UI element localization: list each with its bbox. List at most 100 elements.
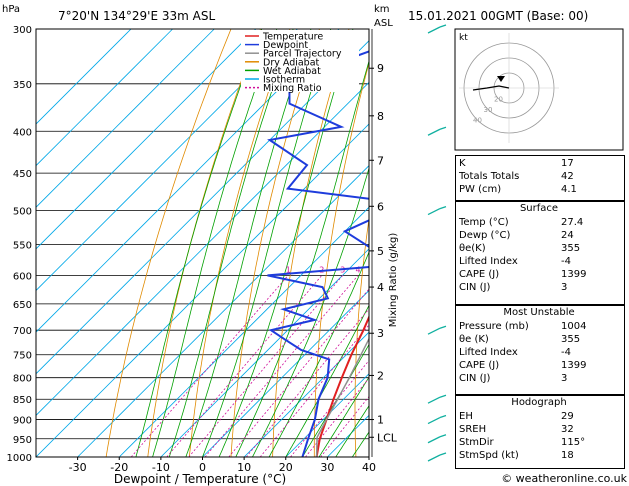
mu-row: Pressure (mb) 1004 (459, 321, 587, 332)
hodograph-table: Hodograph EH 29 SREH 32 StmDir 115° StmSpd … (455, 396, 623, 462)
wet-adiabat-line (185, 29, 312, 457)
km-tick-label: LCL (377, 431, 398, 444)
indices-box (455, 155, 625, 201)
isotherm-line (36, 29, 132, 125)
mixing-ratio-label: 10 (405, 265, 415, 274)
x-tick-label: 10 (237, 461, 251, 474)
wet-adiabat-line (202, 29, 332, 457)
x-tick-label: -30 (69, 461, 87, 474)
wind-barb-flag (439, 325, 447, 329)
x-tick-label: 40 (362, 461, 376, 474)
dry-adiabat-line (230, 29, 320, 457)
pressure-tick-label: 850 (13, 395, 32, 406)
wind-barb-flag (439, 24, 447, 28)
hodograph-ring-label: 30 (484, 106, 493, 114)
hodograph-trace (472, 85, 510, 91)
isotherm-line (36, 29, 298, 292)
wet-adiabat-line (235, 59, 369, 457)
isotherm-line (77, 165, 369, 457)
mu-row: CAPE (J) 1399 (459, 360, 587, 371)
pressure-tick-label: 900 (13, 416, 32, 427)
km-tick-label: 9 (377, 62, 384, 75)
hodograph-ring-label: 40 (473, 117, 482, 125)
legend-background (241, 30, 359, 92)
mixing-ratio-line (305, 377, 369, 457)
pressure-tick-label: 450 (13, 169, 32, 180)
x-axis-label: Dewpoint / Temperature (°C) (114, 472, 286, 486)
pressure-tick-label: 800 (13, 374, 32, 385)
wind-barb (427, 208, 441, 216)
km-tick-label: 7 (377, 154, 384, 167)
parcel-line (315, 337, 369, 457)
pressure-tick-label: 400 (13, 127, 32, 138)
legend-label: Parcel Trajectory (263, 49, 342, 60)
surface-row: CIN (J) 3 (459, 282, 568, 293)
wind-barb (427, 128, 441, 136)
isotherm-line (36, 123, 369, 457)
wind-barb-flag (439, 414, 447, 419)
hodograph-ring-label: 20 (494, 96, 503, 104)
dewpoint-line (267, 50, 369, 457)
wind-barb (427, 436, 441, 444)
legend-label: Dewpoint (263, 40, 308, 51)
dry-adiabat-line (354, 216, 369, 457)
mixing-ratio-label: 4 (355, 265, 360, 274)
legend-label: Dry Adiabat (263, 57, 320, 68)
surface-box (455, 201, 625, 305)
pressure-tick-label: 700 (13, 326, 32, 337)
pressure-tick-label: 550 (13, 240, 32, 251)
wind-barb-flag (439, 434, 447, 438)
pressure-tick-label: 500 (13, 207, 32, 218)
isotherm-line (243, 331, 369, 457)
pressure-tick-label: 350 (13, 80, 32, 91)
hodograph-box (455, 395, 625, 469)
wet-adiabat-line (218, 29, 354, 457)
dry-adiabat-line (147, 29, 261, 457)
mixing-ratio-line (130, 275, 289, 457)
x-tick-label: -10 (152, 461, 170, 474)
mixing-ratio-line (188, 275, 344, 457)
hodograph-unit-label: kt (459, 33, 468, 43)
wet-adiabat-line (285, 304, 369, 457)
legend-label: Mixing Ratio (263, 83, 322, 94)
hodo-row: StmSpd (kt) 18 (459, 450, 574, 461)
dry-adiabat-line (189, 29, 291, 457)
surface-row: Temp (°C) 27.4 (459, 217, 584, 228)
wind-barb-flag (439, 394, 447, 398)
wet-adiabat-line (318, 376, 369, 457)
index-row-pw: PW (cm) 4.1 (459, 184, 577, 195)
hpa-label: hPa (2, 4, 20, 15)
isotherm-line (36, 29, 340, 333)
wind-barb-flag (439, 126, 447, 130)
isotherm-line (160, 248, 369, 457)
mixing-ratio-label: 6 (378, 265, 383, 274)
dry-adiabat-line (395, 29, 438, 457)
isotherm-line (36, 40, 369, 375)
km-tick-label: 1 (377, 414, 384, 427)
index-row-k: K 17 (459, 158, 574, 169)
legend-label: Isotherm (263, 75, 305, 86)
isotherm-line (36, 29, 215, 208)
surface-row: Dewp (°C) 24 (459, 230, 574, 241)
km-tick-label: 4 (377, 281, 384, 294)
isotherm-line (36, 29, 173, 167)
wet-adiabat-line (135, 29, 263, 457)
wet-adiabat-line (335, 404, 369, 457)
surface-row: θe(K) 355 (459, 243, 581, 254)
x-tick-label: 0 (199, 461, 206, 474)
pressure-tick-label: 750 (13, 351, 32, 362)
surface-row: CAPE (J) 1399 (459, 269, 587, 280)
hodograph-title: Hodograph (511, 397, 567, 408)
footer-credit: © weatheronline.co.uk (501, 472, 627, 485)
storm-motion-marker (497, 76, 505, 82)
hodo-row: EH 29 (459, 411, 574, 422)
wind-barb (427, 327, 441, 335)
indices-table: K 17 Totals Totals 42 PW (cm) 4.1 (455, 157, 623, 196)
pressure-tick-label: 650 (13, 300, 32, 311)
isotherm-line (36, 29, 257, 250)
km-tick-label: 5 (377, 245, 384, 258)
km-label: km (374, 4, 390, 15)
pressure-tick-label: 600 (13, 271, 32, 282)
